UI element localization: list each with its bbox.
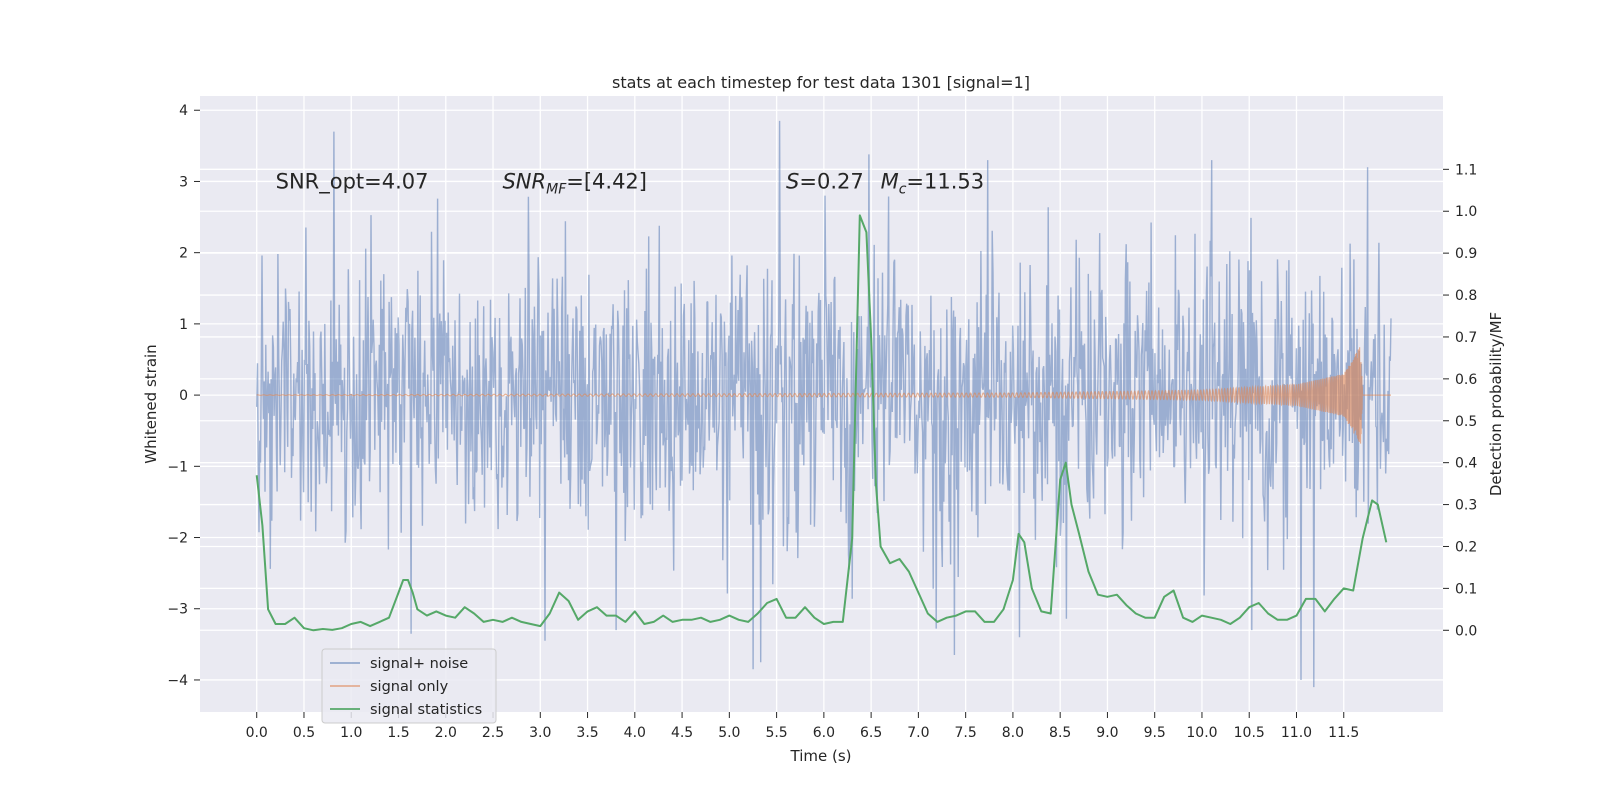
x-tick-label: 3.0 [529, 725, 551, 741]
right-tick-label: 0.7 [1455, 330, 1477, 346]
x-tick-label: 9.0 [1096, 725, 1118, 741]
x-tick-label: 4.5 [671, 725, 693, 741]
x-tick-label: 7.5 [955, 725, 977, 741]
x-tick-label: 0.5 [293, 725, 315, 741]
x-tick-label: 1.5 [387, 725, 409, 741]
annotation-text: Mc=11.53 [881, 169, 985, 197]
annotation-value: =0.27 [799, 169, 863, 193]
right-tick-label: 0.2 [1455, 539, 1477, 555]
x-tick-label: 10.0 [1186, 725, 1217, 741]
annotation-value: =[4.42] [566, 169, 647, 193]
x-tick-label: 6.5 [860, 725, 882, 741]
right-tick-label: 0.9 [1455, 246, 1477, 262]
x-tick-label: 9.5 [1144, 725, 1166, 741]
x-tick-label: 2.0 [435, 725, 457, 741]
left-tick-label: −4 [167, 673, 188, 689]
x-tick-label: 3.5 [576, 725, 598, 741]
annotation-text: SNR_opt=4.07 [276, 169, 429, 194]
x-tick-label: 7.0 [907, 725, 929, 741]
right-tick-label: 0.6 [1455, 372, 1477, 388]
left-tick-label: 2 [179, 246, 188, 262]
x-tick-label: 8.0 [1002, 725, 1024, 741]
series-layer [255, 120, 1392, 688]
chart-title: stats at each timestep for test data 130… [612, 73, 1030, 92]
x-tick-label: 2.5 [482, 725, 504, 741]
right-tick-label: 0.4 [1455, 456, 1477, 472]
right-tick-label: 1.1 [1455, 162, 1477, 178]
axes-layer: −4 −3 −2 −1 0 1 2 3 4 0.0 0.1 0.2 0.3 0.4 0.5 0.6 0.7 0.8… [167, 103, 1477, 741]
x-tick-label: 5.5 [765, 725, 787, 741]
annotation-value: =11.53 [906, 169, 984, 193]
right-tick-label: 0.0 [1455, 623, 1477, 639]
left-tick-label: 3 [179, 174, 188, 190]
annotation-subscript: MF [546, 181, 567, 197]
left-tick-label: 0 [179, 388, 188, 404]
annotation-value: SNR_opt=4.07 [276, 169, 429, 194]
signal-only-line [256, 347, 1392, 444]
legend: signal+ noise signal only signal statist… [321, 648, 497, 724]
x-tick-label: 6.0 [813, 725, 835, 741]
right-tick-label: 0.5 [1455, 414, 1477, 430]
annotation-text: S=0.27 [786, 169, 864, 193]
legend-label-signal-statistics: signal statistics [370, 702, 482, 718]
annotation-symbol: M [881, 169, 899, 193]
annotation-subscript: c [899, 181, 907, 197]
x-tick-label: 5.0 [718, 725, 740, 741]
right-tick-label: 0.3 [1455, 498, 1477, 514]
annotation-text: SNRMF=[4.42] [502, 169, 647, 197]
right-tick-label: 1.0 [1455, 204, 1477, 220]
x-tick-label: 11.0 [1281, 725, 1312, 741]
signal-noise-line [256, 120, 1392, 688]
left-y-axis-label: Whitened strain [142, 344, 160, 463]
right-tick-label: 0.8 [1455, 288, 1477, 304]
left-tick-label: 1 [179, 317, 188, 333]
right-tick-label: 0.1 [1455, 581, 1477, 597]
x-tick-label: 10.5 [1234, 725, 1265, 741]
signal-statistics-line [255, 214, 1388, 632]
left-tick-label: −2 [167, 531, 188, 547]
left-tick-label: −1 [167, 459, 188, 475]
annotation-layer: SNR_opt=4.07 SNRMF=[4.42] S=0.27 Mc=11.53 [276, 169, 985, 197]
right-y-axis-label: Detection probability/MF [1487, 312, 1505, 496]
left-tick-label: −3 [167, 602, 188, 618]
x-tick-label: 1.0 [340, 725, 362, 741]
legend-box [321, 648, 497, 724]
x-tick-label: 11.5 [1328, 725, 1359, 741]
annotation-symbol: S [786, 169, 799, 193]
legend-label-signal-only: signal only [370, 679, 449, 695]
x-tick-label: 0.0 [246, 725, 268, 741]
annotation-symbol: SNR [502, 169, 546, 193]
legend-label-signal-noise: signal+ noise [370, 656, 468, 672]
x-tick-label: 8.5 [1049, 725, 1071, 741]
x-tick-label: 4.0 [624, 725, 646, 741]
x-axis-label: Time (s) [790, 747, 852, 765]
left-tick-label: 4 [179, 103, 188, 119]
